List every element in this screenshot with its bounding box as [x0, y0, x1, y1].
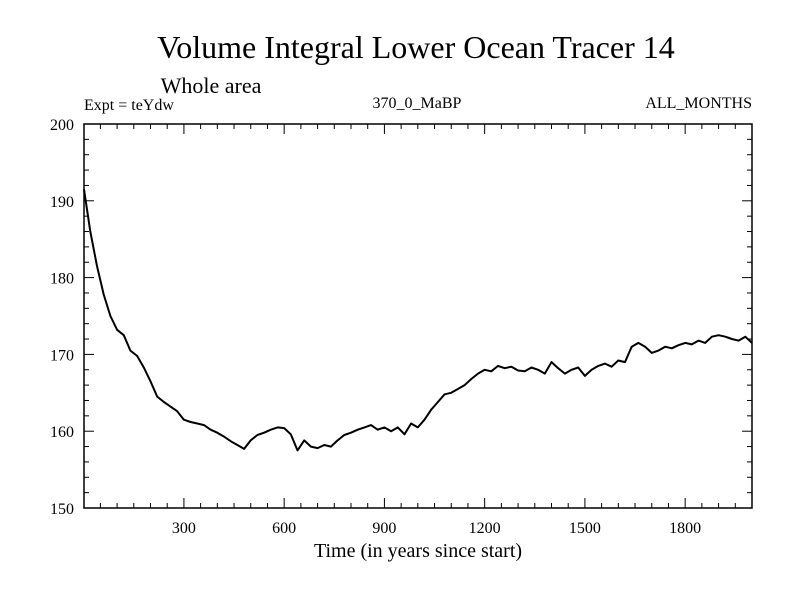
axis-ticks	[84, 124, 752, 508]
y-tick-label: 170	[50, 347, 74, 364]
x-tick-label: 1800	[669, 520, 701, 537]
y-tick-labels: 150 160 170 180 190 200	[50, 117, 74, 518]
y-tick-label: 160	[50, 424, 74, 441]
plot-frame	[83, 123, 753, 509]
series-line-tracer-14	[83, 189, 753, 452]
months-label: ALL_MONTHS	[645, 95, 752, 112]
chart-title: Volume Integral Lower Ocean Tracer 14	[157, 29, 674, 65]
y-tick-label: 200	[50, 117, 74, 134]
chart-subtitle: Whole area	[161, 73, 262, 98]
y-tick-label: 180	[50, 271, 74, 288]
run-label: 370_0_MaBP	[373, 95, 462, 112]
x-tick-label: 1200	[469, 520, 501, 537]
x-tick-label: 1500	[569, 520, 601, 537]
x-tick-label: 300	[172, 520, 196, 537]
expt-label: Expt = teYdw	[84, 97, 174, 114]
x-axis-label: Time (in years since start)	[314, 540, 522, 562]
x-tick-labels: 300 600 900 1200 1500 1800	[172, 520, 701, 537]
y-tick-label: 190	[50, 194, 74, 211]
x-tick-label: 600	[272, 520, 296, 537]
y-tick-label: 150	[50, 501, 74, 518]
x-tick-label: 900	[372, 520, 396, 537]
